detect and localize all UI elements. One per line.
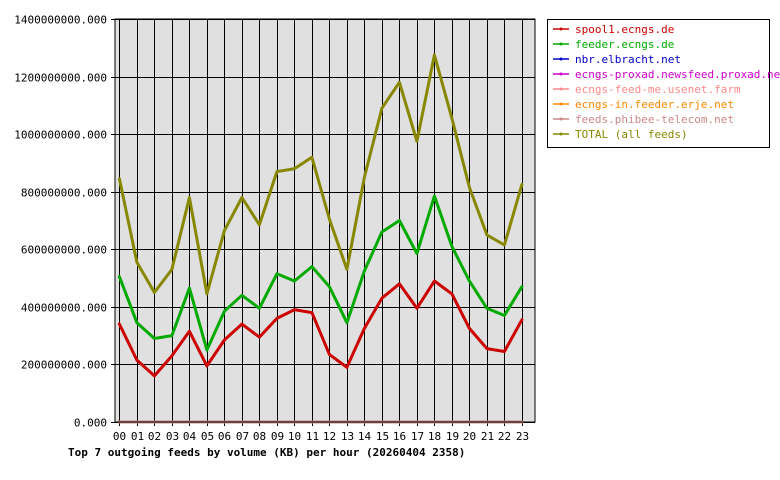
y-tick-label: 200000000.000 bbox=[21, 359, 107, 372]
legend-label: feeds.phibee-telecom.net bbox=[575, 113, 734, 126]
y-axis-ticks: 0.000 200000000.000 400000000.000 600000000… bbox=[14, 14, 115, 430]
legend-marker bbox=[559, 42, 563, 46]
chart-title: Top 7 outgoing feeds by volume (KB) per … bbox=[68, 446, 465, 459]
x-tick-label: 22 bbox=[498, 430, 511, 443]
legend-marker bbox=[559, 27, 563, 31]
legend-label: feeder.ecngs.de bbox=[575, 38, 674, 51]
legend-box bbox=[547, 19, 770, 148]
legend-label: TOTAL (all feeds) bbox=[575, 128, 688, 141]
x-tick-label: 04 bbox=[183, 430, 197, 443]
legend-marker bbox=[559, 87, 563, 91]
x-tick-label: 07 bbox=[236, 430, 249, 443]
legend-marker bbox=[559, 132, 563, 136]
x-tick-label: 01 bbox=[131, 430, 144, 443]
plot-background bbox=[115, 19, 535, 422]
legend: spool1.ecngs.de feeder.ecngs.de nbr.elbrac… bbox=[547, 19, 780, 148]
x-tick-label: 06 bbox=[218, 430, 231, 443]
plot-border bbox=[114, 18, 536, 423]
x-tick-label: 13 bbox=[341, 430, 354, 443]
x-tick-label: 10 bbox=[288, 430, 301, 443]
legend-label: ecngs-feed-me.usenet.farm bbox=[575, 83, 741, 96]
x-tick-label: 14 bbox=[358, 430, 372, 443]
legend-label: nbr.elbracht.net bbox=[575, 53, 681, 66]
x-tick-label: 09 bbox=[271, 430, 284, 443]
x-tick-label: 20 bbox=[463, 430, 476, 443]
y-tick-label: 1200000000.000 bbox=[14, 72, 107, 85]
series-line-7 bbox=[117, 53, 524, 296]
x-axis-ticks: 00 01 02 03 04 05 06 07 08 09 10 11 12 13 14 15 16 17 18 19… bbox=[113, 422, 529, 443]
series-line-0 bbox=[117, 279, 524, 378]
legend-marker bbox=[559, 117, 563, 121]
y-tick-label: 1000000000.000 bbox=[14, 129, 107, 142]
x-tick-label: 17 bbox=[411, 430, 424, 443]
x-tick-label: 12 bbox=[323, 430, 336, 443]
x-tick-label: 08 bbox=[253, 430, 266, 443]
x-tick-label: 00 bbox=[113, 430, 126, 443]
x-tick-label: 23 bbox=[516, 430, 529, 443]
x-tick-label: 15 bbox=[376, 430, 389, 443]
series-line-1 bbox=[117, 194, 524, 352]
legend-marker bbox=[559, 72, 563, 76]
legend-label: ecngs-proxad.newsfeed.proxad.net bbox=[575, 68, 780, 81]
x-tick-label: 21 bbox=[481, 430, 494, 443]
legend-marker bbox=[559, 102, 563, 106]
x-tick-label: 05 bbox=[201, 430, 214, 443]
legend-label: ecngs-in.feeder.erje.net bbox=[575, 98, 734, 111]
legend-label: spool1.ecngs.de bbox=[575, 23, 674, 36]
x-tick-label: 18 bbox=[428, 430, 441, 443]
y-tick-label: 1400000000.000 bbox=[14, 14, 107, 27]
x-tick-label: 16 bbox=[393, 430, 406, 443]
y-tick-label: 600000000.000 bbox=[21, 244, 107, 257]
x-tick-label: 19 bbox=[446, 430, 459, 443]
legend-marker bbox=[559, 57, 563, 61]
y-tick-label: 800000000.000 bbox=[21, 187, 107, 200]
y-tick-label: 400000000.000 bbox=[21, 302, 107, 315]
x-tick-label: 02 bbox=[148, 430, 161, 443]
x-tick-label: 03 bbox=[166, 430, 179, 443]
y-tick-label: 0.000 bbox=[74, 417, 107, 430]
x-tick-label: 11 bbox=[306, 430, 319, 443]
